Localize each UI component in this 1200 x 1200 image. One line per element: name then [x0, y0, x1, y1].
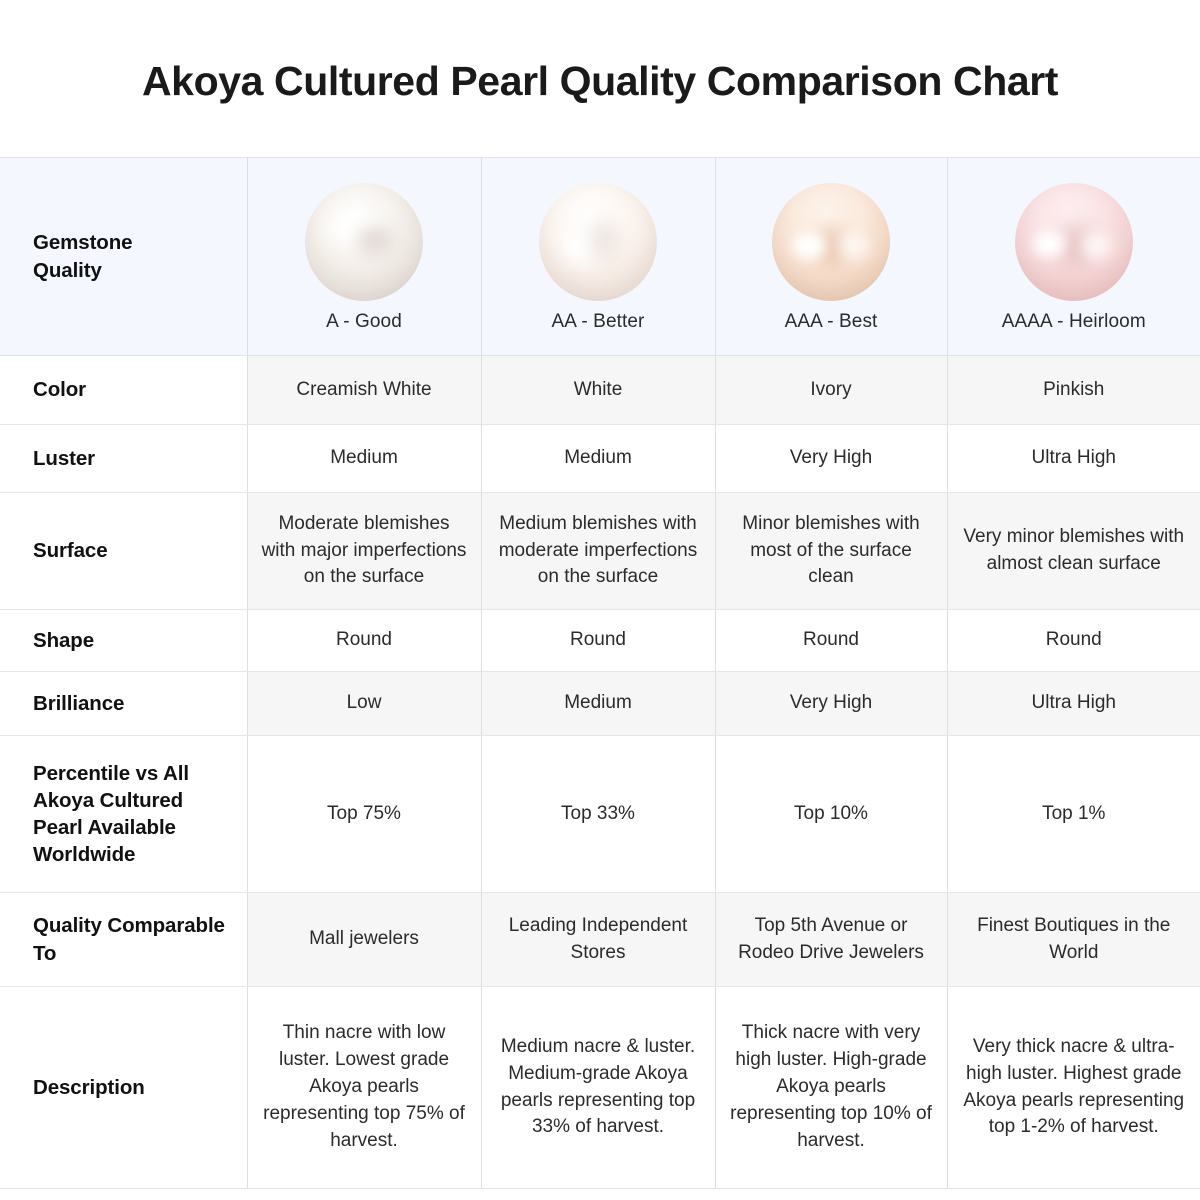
grade-aa-stack: AA - Better: [490, 182, 707, 333]
cell-description-aa: Medium nacre & luster. Medium-grade Akoy…: [481, 986, 716, 1189]
row-label-description: Description: [0, 986, 248, 1189]
cell-shape-a: Round: [247, 609, 482, 672]
row-label-brilliance: Brilliance: [0, 671, 248, 736]
table-row-color: Color Creamish White White Ivory Pinkish: [0, 355, 1200, 425]
cell-surface-aa: Medium blemishes with moderate imperfect…: [481, 492, 716, 610]
cell-description-aaa: Thick nacre with very high luster. High-…: [715, 986, 948, 1189]
cell-color-aaaa: Pinkish: [947, 355, 1200, 425]
cell-comparable-a: Mall jewelers: [247, 892, 482, 987]
table-header-row: Gemstone Quality A - Good: [0, 157, 1200, 356]
pearl-a-icon: [305, 182, 423, 301]
row-label-line-1: Gemstone: [33, 231, 133, 255]
grade-header-aaaa[interactable]: AAAA - Heirloom: [947, 157, 1200, 356]
comparison-table: Gemstone Quality A - Good: [0, 157, 1200, 1189]
cell-surface-a: Moderate blemishes with major imperfecti…: [247, 492, 482, 610]
cell-shape-aaa: Round: [715, 609, 948, 672]
cell-brilliance-a: Low: [247, 671, 482, 736]
cell-color-aa: White: [481, 355, 716, 425]
grade-header-aaa[interactable]: AAA - Best: [715, 157, 948, 356]
grade-aaaa-stack: AAAA - Heirloom: [956, 182, 1193, 333]
table-row-quality-comparable-to: Quality Comparable To Mall jewelers Lead…: [0, 892, 1200, 987]
cell-comparable-aa: Leading Independent Stores: [481, 892, 716, 987]
grade-a-stack: A - Good: [256, 182, 473, 333]
row-label-luster: Luster: [0, 424, 248, 493]
cell-percentile-a: Top 75%: [247, 735, 482, 893]
cell-comparable-aaaa: Finest Boutiques in the World: [947, 892, 1200, 987]
cell-luster-a: Medium: [247, 424, 482, 493]
page-title: Akoya Cultured Pearl Quality Comparison …: [141, 57, 1059, 104]
cell-comparable-aaa: Top 5th Avenue or Rodeo Drive Jewelers: [715, 892, 948, 987]
row-label-gemstone-quality: Gemstone Quality: [0, 157, 248, 356]
cell-color-a: Creamish White: [247, 355, 482, 425]
cell-luster-aa: Medium: [481, 424, 716, 493]
cell-description-aaaa: Very thick nacre & ultra-high luster. Hi…: [947, 986, 1200, 1189]
cell-luster-aaa: Very High: [715, 424, 948, 493]
page-title-container: Akoya Cultured Pearl Quality Comparison …: [0, 0, 1200, 157]
cell-percentile-aaaa: Top 1%: [947, 735, 1200, 893]
cell-brilliance-aaaa: Ultra High: [947, 671, 1200, 736]
grade-header-a[interactable]: A - Good: [247, 157, 482, 356]
pearl-aa-icon: [539, 182, 657, 301]
grade-a-label: A - Good: [326, 310, 402, 332]
cell-luster-aaaa: Ultra High: [947, 424, 1200, 493]
table-row-luster: Luster Medium Medium Very High Ultra Hig…: [0, 424, 1200, 493]
cell-surface-aaa: Minor blemishes with most of the surface…: [715, 492, 948, 610]
cell-shape-aaaa: Round: [947, 609, 1200, 672]
pearl-aaa-icon: [772, 182, 890, 301]
row-label-surface: Surface: [0, 492, 248, 610]
grade-aaaa-label: AAAA - Heirloom: [1001, 310, 1146, 332]
row-label-line-2: Quality: [33, 258, 102, 282]
grade-header-aa[interactable]: AA - Better: [481, 157, 716, 356]
grade-aaa-label: AAA - Best: [784, 310, 878, 332]
table-row-description: Description Thin nacre with low luster. …: [0, 986, 1200, 1189]
table-row-shape: Shape Round Round Round Round: [0, 609, 1200, 672]
pearl-aaaa-icon: [1014, 182, 1133, 301]
cell-description-a: Thin nacre with low luster. Lowest grade…: [247, 986, 482, 1189]
row-label-quality-comparable-to: Quality Comparable To: [0, 892, 248, 987]
cell-percentile-aa: Top 33%: [481, 735, 716, 893]
cell-shape-aa: Round: [481, 609, 716, 672]
table-row-surface: Surface Moderate blemishes with major im…: [0, 492, 1200, 610]
table-row-percentile: Percentile vs All Akoya Cultured Pearl A…: [0, 735, 1200, 893]
grade-aaa-stack: AAA - Best: [724, 182, 939, 333]
row-label-percentile: Percentile vs All Akoya Cultured Pearl A…: [0, 735, 248, 893]
cell-brilliance-aaa: Very High: [715, 671, 948, 736]
cell-surface-aaaa: Very minor blemishes with almost clean s…: [947, 492, 1200, 610]
grade-aa-label: AA - Better: [551, 310, 645, 332]
row-label-shape: Shape: [0, 609, 248, 672]
table-row-brilliance: Brilliance Low Medium Very High Ultra Hi…: [0, 671, 1200, 736]
cell-brilliance-aa: Medium: [481, 671, 716, 736]
row-label-color: Color: [0, 355, 248, 425]
cell-color-aaa: Ivory: [715, 355, 948, 425]
cell-percentile-aaa: Top 10%: [715, 735, 948, 893]
